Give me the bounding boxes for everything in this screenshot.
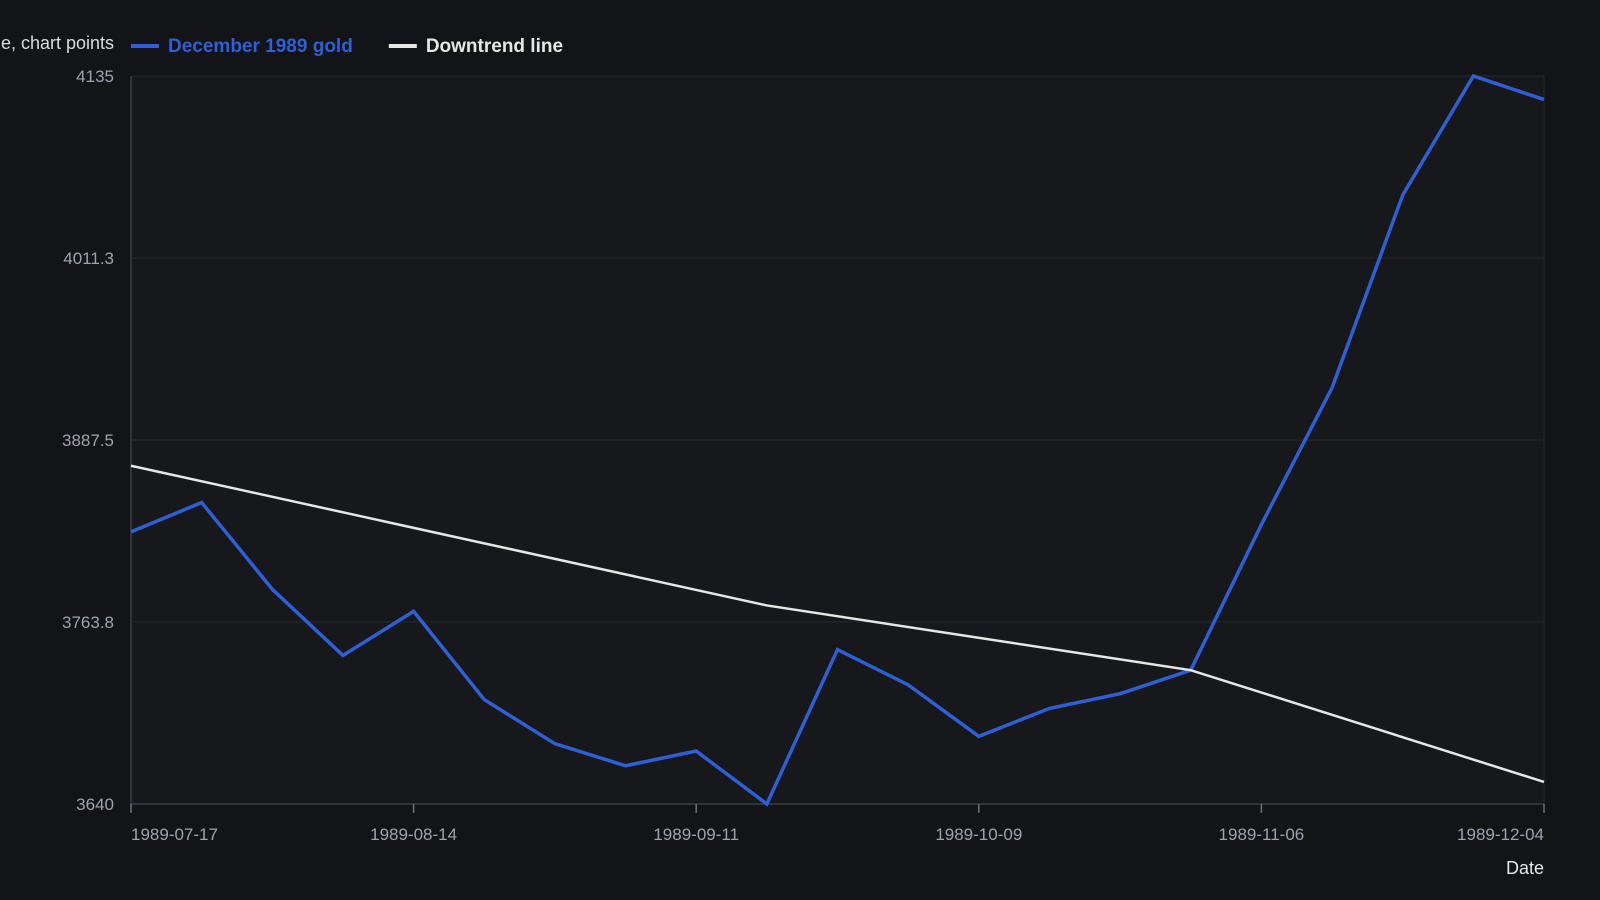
x-tick-label: 1989-07-17 xyxy=(131,825,218,844)
x-tick-label: 1989-12-04 xyxy=(1457,825,1544,844)
axes: 3640 3763.8 3887.5 4011.3 4135 1989-07-17 1989… xyxy=(62,67,1545,844)
y-tick-label: 3763.8 xyxy=(62,613,114,632)
x-tick-label: 1989-10-09 xyxy=(935,825,1022,844)
y-tick-label: 4011.3 xyxy=(63,249,114,268)
legend-label-december-1989-gold: December 1989 gold xyxy=(168,36,353,57)
series-line-downtrend-line xyxy=(130,464,1545,784)
x-axis-label: Date xyxy=(1506,858,1544,878)
y-tick-label: 3887.5 xyxy=(62,431,114,450)
series-layer xyxy=(130,73,1545,807)
legend-label-downtrend-line: Downtrend line xyxy=(426,36,563,57)
x-tick-label: 1989-11-06 xyxy=(1219,825,1305,844)
x-tick-label: 1989-09-11 xyxy=(653,825,739,844)
y-axis-label: e, chart points xyxy=(1,33,114,53)
series-line-december-1989-gold xyxy=(130,73,1545,807)
legend: e, chart points December 1989 gold Downtr… xyxy=(1,33,563,57)
y-tick-label: 3640 xyxy=(76,795,114,814)
y-tick-label: 4135 xyxy=(76,67,114,86)
x-tick-label: 1989-08-14 xyxy=(370,825,457,844)
